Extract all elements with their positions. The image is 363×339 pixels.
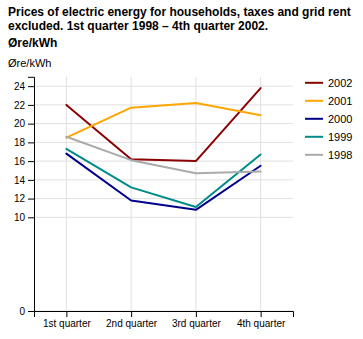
y-tick-label: 14 <box>14 175 26 186</box>
x-axis: 1st quarter 2nd quarter 3rd quarter 4th qua… <box>35 311 294 329</box>
y-tick: 18 <box>14 137 34 148</box>
y-tick-mark <box>28 124 34 125</box>
grid-line <box>34 179 293 180</box>
legend-swatch <box>305 136 323 138</box>
legend-item: 2001 <box>305 95 352 107</box>
y-tick-label: 10 <box>14 212 26 223</box>
x-tick-mark <box>196 311 197 317</box>
y-tick-label: 22 <box>14 100 26 111</box>
x-tick-label: 2nd quarter <box>106 318 158 329</box>
grid-line <box>260 77 261 311</box>
legend-swatch <box>305 118 323 120</box>
subtitle: Øre/kWh <box>8 36 57 50</box>
grid-line <box>66 77 67 311</box>
y-tick: 12 <box>14 193 34 204</box>
y-tick: 14 <box>14 175 34 186</box>
y-tick: 20 <box>14 118 34 129</box>
y-tick-label: 20 <box>14 118 26 129</box>
y-tick-mark <box>28 311 34 312</box>
grid-line <box>34 123 293 124</box>
legend-item: 1998 <box>305 149 352 161</box>
y-tick-mark <box>28 86 34 87</box>
title-line: Prices of electric energy for households… <box>8 5 351 19</box>
grid-line <box>34 142 293 143</box>
grid-line <box>34 86 293 87</box>
y-tick-mark <box>28 217 34 218</box>
y-tick-mark <box>28 199 34 200</box>
x-tick-mark <box>131 311 132 317</box>
y-axis-line <box>28 77 35 311</box>
legend-item: 2002 <box>305 77 352 89</box>
legend: 2002 2001 2000 1999 1998 <box>305 77 352 161</box>
legend-item: 1999 <box>305 131 352 143</box>
y-tick-mark <box>28 142 34 143</box>
grid-line <box>34 198 293 199</box>
series-line <box>66 137 260 174</box>
series-line <box>66 149 260 207</box>
legend-swatch <box>305 100 323 102</box>
y-tick: 10 <box>14 212 34 223</box>
x-tick: 2nd quarter <box>106 311 158 329</box>
y-tick: 16 <box>14 156 34 167</box>
series-line <box>66 103 260 138</box>
plot: Øre/kWh 1st quarter 2nd quarter 3rd quarter… <box>8 57 352 329</box>
legend-label: 2000 <box>328 113 352 125</box>
y-tick: 22 <box>14 100 34 111</box>
grid <box>34 77 293 311</box>
title-line: excluded. 1st quarter 1998 – 4th quarter… <box>8 19 268 33</box>
y-tick-label: 18 <box>14 137 26 148</box>
x-axis-line <box>35 312 294 318</box>
x-tick-label: 3rd quarter <box>172 318 222 329</box>
legend-label: 1999 <box>328 131 352 143</box>
chart: Prices of electric energy for households… <box>0 0 363 339</box>
grid-line <box>131 77 132 311</box>
y-tick-mark <box>28 180 34 181</box>
y-tick-mark <box>28 161 34 162</box>
legend-label: 1998 <box>328 149 352 161</box>
y-axis: 0 10 12 14 16 18 20 22 24 <box>14 77 35 316</box>
series-line <box>66 88 260 161</box>
y-axis-label: Øre/kWh <box>8 57 51 69</box>
legend-item: 2000 <box>305 113 352 125</box>
y-tick: 0 <box>19 306 34 317</box>
x-tick-label: 1st quarter <box>43 318 91 329</box>
y-tick-label: 24 <box>14 81 26 92</box>
legend-label: 2001 <box>328 95 352 107</box>
title: Prices of electric energy for households… <box>8 5 351 33</box>
legend-label: 2002 <box>328 77 352 89</box>
x-tick: 3rd quarter <box>172 311 222 329</box>
y-tick-label: 16 <box>14 156 26 167</box>
series-line <box>66 154 260 210</box>
legend-swatch <box>305 82 323 84</box>
x-tick-mark <box>261 311 262 317</box>
x-tick: 4th quarter <box>237 311 286 329</box>
grid-line <box>195 77 196 311</box>
x-tick-mark <box>66 311 67 317</box>
y-tick-label: 12 <box>14 193 26 204</box>
legend-swatch <box>305 154 323 156</box>
y-tick-label: 0 <box>19 306 25 317</box>
x-tick: 1st quarter <box>43 311 91 329</box>
series-group <box>66 88 260 210</box>
y-tick: 24 <box>14 81 34 92</box>
grid-line <box>34 217 293 218</box>
x-tick-label: 4th quarter <box>237 318 286 329</box>
y-tick-mark <box>28 105 34 106</box>
